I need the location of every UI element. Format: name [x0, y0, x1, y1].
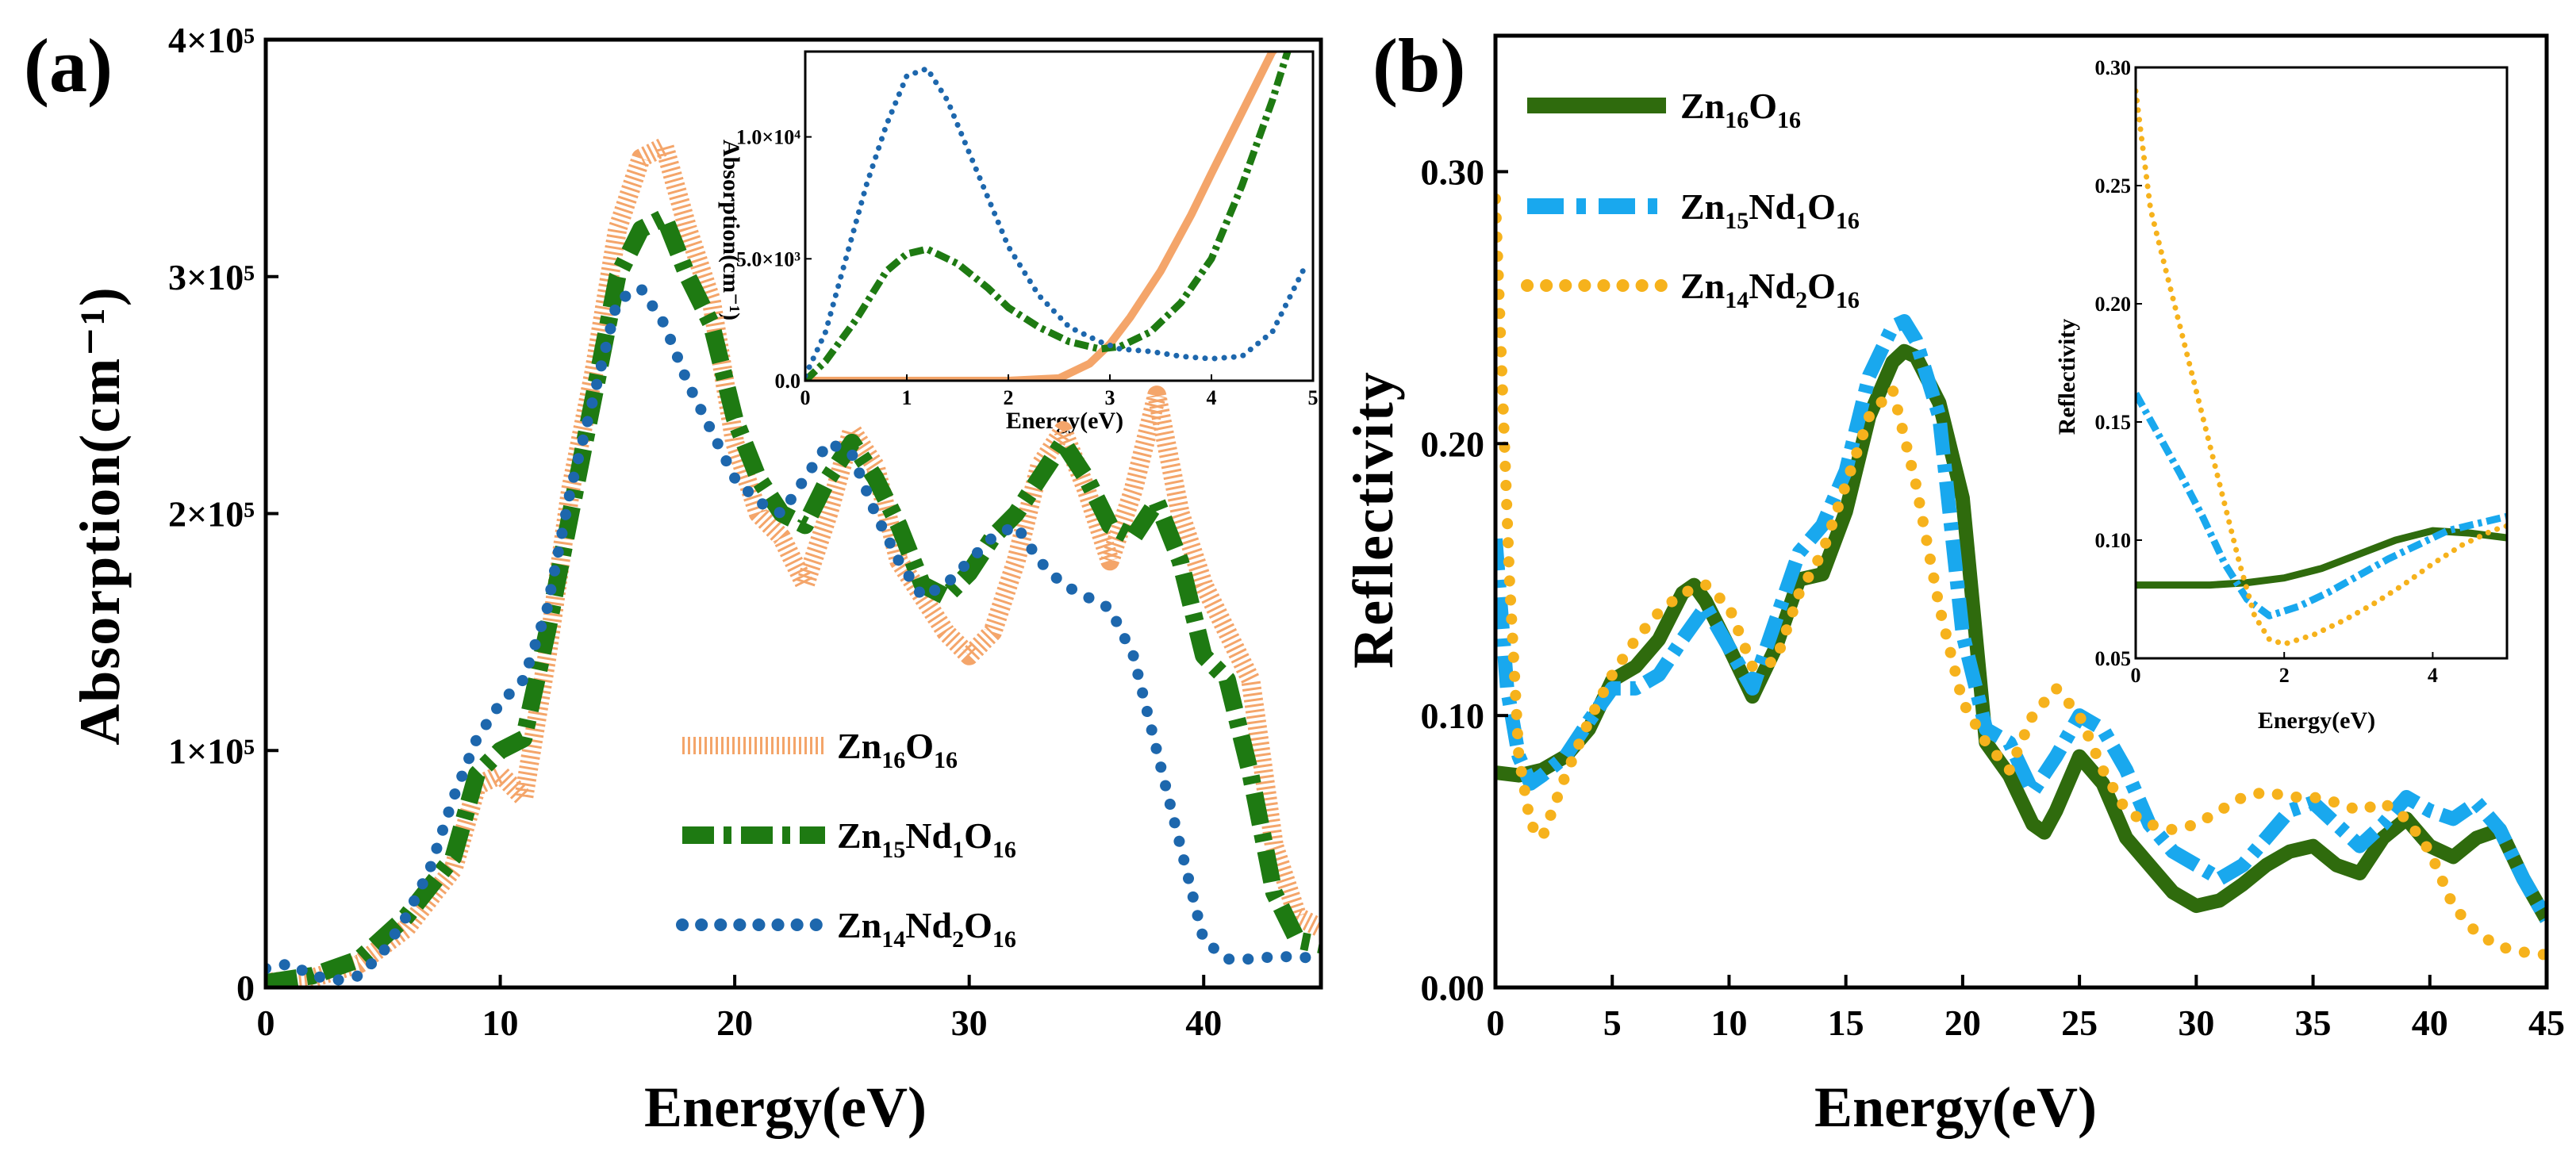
- series-Zn15Nd1O16-line: [805, 52, 1292, 381]
- x-tick-label: 20: [716, 1003, 753, 1043]
- panel-a-inset-y-axis-title: Absorption(cm⁻¹): [718, 140, 744, 320]
- panel-a-x-axis-title: Energy(eV): [644, 1076, 927, 1139]
- chart-a-inset-frame: [804, 50, 1315, 382]
- series-Zn15Nd1O16-line: [266, 209, 1321, 987]
- y-tick-label: 1.0×10⁴: [736, 126, 800, 149]
- series-Zn15Nd1O16-line: [1495, 314, 2547, 923]
- x-tick-label: 2: [2279, 664, 2290, 687]
- x-tick-label: 1: [902, 386, 912, 409]
- x-tick-label: 40: [1185, 1003, 1222, 1043]
- chart-b-main-series: [1495, 193, 2547, 961]
- chart-b-inset-series: [2136, 88, 2507, 647]
- y-tick-label: 0.15: [2095, 411, 2132, 434]
- y-tick-label: 0: [236, 968, 255, 1008]
- y-tick-label: 0.25: [2095, 174, 2132, 197]
- x-tick-label: 35: [2295, 1003, 2332, 1043]
- chart-a-inset-series: [805, 52, 1306, 381]
- legend-b-label-zn16o16: Zn16O16: [1680, 86, 1801, 133]
- y-tick-label: 4×10⁵: [168, 20, 255, 60]
- y-tick-label: 0.10: [2095, 529, 2132, 552]
- y-tick-label: 0.00: [1421, 968, 1485, 1008]
- x-tick-label: 0: [257, 1003, 275, 1043]
- x-tick-label: 45: [2528, 1003, 2565, 1043]
- panel-a-y-axis-title: Absorption(cm⁻¹): [68, 286, 132, 746]
- chart-b-inset: 0 2 4 0.05 0.10 0.15 0.20 0.25 0.30: [2095, 56, 2509, 687]
- x-tick-label: 10: [482, 1003, 519, 1043]
- x-tick-label: 25: [2061, 1003, 2098, 1043]
- y-tick-label: 0.20: [2095, 293, 2132, 316]
- panel-b-label: (b): [1372, 23, 1465, 108]
- y-tick-label: 0.30: [2095, 56, 2132, 79]
- series-Zn14Nd2O16-line: [266, 282, 1321, 986]
- series-Zn14Nd2O16-line: [1495, 193, 2547, 961]
- chart-b-main: 0 5 10 15 20 25 30 35 40 450.000.100.200.30: [1421, 33, 2565, 1043]
- x-tick-label: 40: [2412, 1003, 2448, 1043]
- y-tick-label: 0.05: [2095, 647, 2132, 670]
- y-tick-label: 0.0: [775, 370, 801, 393]
- y-tick-label: 0.10: [1421, 696, 1485, 736]
- x-tick-label: 20: [1944, 1003, 1981, 1043]
- x-tick-label: 5: [1603, 1003, 1622, 1043]
- x-tick-label: 0: [2131, 664, 2141, 687]
- x-tick-label: 4: [2428, 664, 2438, 687]
- legend-b-label-zn14nd2o16: Zn14Nd2O16: [1680, 266, 1860, 313]
- x-tick-label: 0: [1487, 1003, 1505, 1043]
- chart-b-main-frame: [1493, 33, 2549, 990]
- legend-a-label-zn16o16: Zn16O16: [837, 726, 958, 773]
- panel-a-legend: Zn16O16 Zn15Nd1O16 Zn14Nd2O16: [676, 726, 1016, 953]
- x-tick-label: 10: [1710, 1003, 1747, 1043]
- x-tick-label: 3: [1105, 386, 1115, 409]
- series-Zn14Nd2O16-line: [2136, 88, 2507, 647]
- legend-a-label-zn14nd2o16: Zn14Nd2O16: [837, 905, 1016, 953]
- x-tick-label: 4: [1207, 386, 1217, 409]
- chart-a-main-series: [266, 136, 1321, 987]
- panel-b-legend: Zn16O16 Zn15Nd1O16 Zn14Nd2O16: [1521, 86, 1860, 313]
- series-Zn16O16-line: [266, 136, 1321, 987]
- x-tick-label: 2: [1004, 386, 1014, 409]
- x-tick-label: 0: [800, 386, 811, 409]
- y-tick-label: 3×10⁵: [168, 257, 255, 297]
- x-tick-label: 5: [1308, 386, 1319, 409]
- x-tick-label: 15: [1828, 1003, 1864, 1043]
- series-Zn14Nd2O16-line: [805, 66, 1306, 379]
- y-tick-label: 1×10⁵: [168, 730, 255, 771]
- panel-b-inset-x-axis-title: Energy(eV): [2258, 707, 2375, 734]
- panel-a-label: (a): [24, 23, 113, 108]
- chart-b-inset-frame: [2134, 66, 2509, 660]
- y-tick-label: 2×10⁵: [168, 494, 255, 535]
- y-tick-label: 5.0×10³: [736, 247, 800, 270]
- y-tick-label: 0.30: [1421, 151, 1485, 192]
- legend-b-label-zn15nd1o16: Zn15Nd1O16: [1680, 186, 1860, 234]
- series-Zn15Nd1O16-line: [2136, 392, 2507, 619]
- chart-a-inset: 0 1 2 3 4 5 0.0 5.0×10³ 1.0×10⁴: [736, 50, 1319, 409]
- x-tick-label: 30: [951, 1003, 988, 1043]
- panel-b-x-axis-title: Energy(eV): [1814, 1076, 2097, 1139]
- legend-a-label-zn15nd1o16: Zn15Nd1O16: [837, 815, 1016, 863]
- x-tick-label: 30: [2178, 1003, 2214, 1043]
- panel-b-y-axis-title: Reflectivity: [1342, 370, 1405, 669]
- y-tick-label: 0.20: [1421, 424, 1485, 464]
- panel-b-inset-y-axis-title: Reflectivity: [2054, 319, 2080, 435]
